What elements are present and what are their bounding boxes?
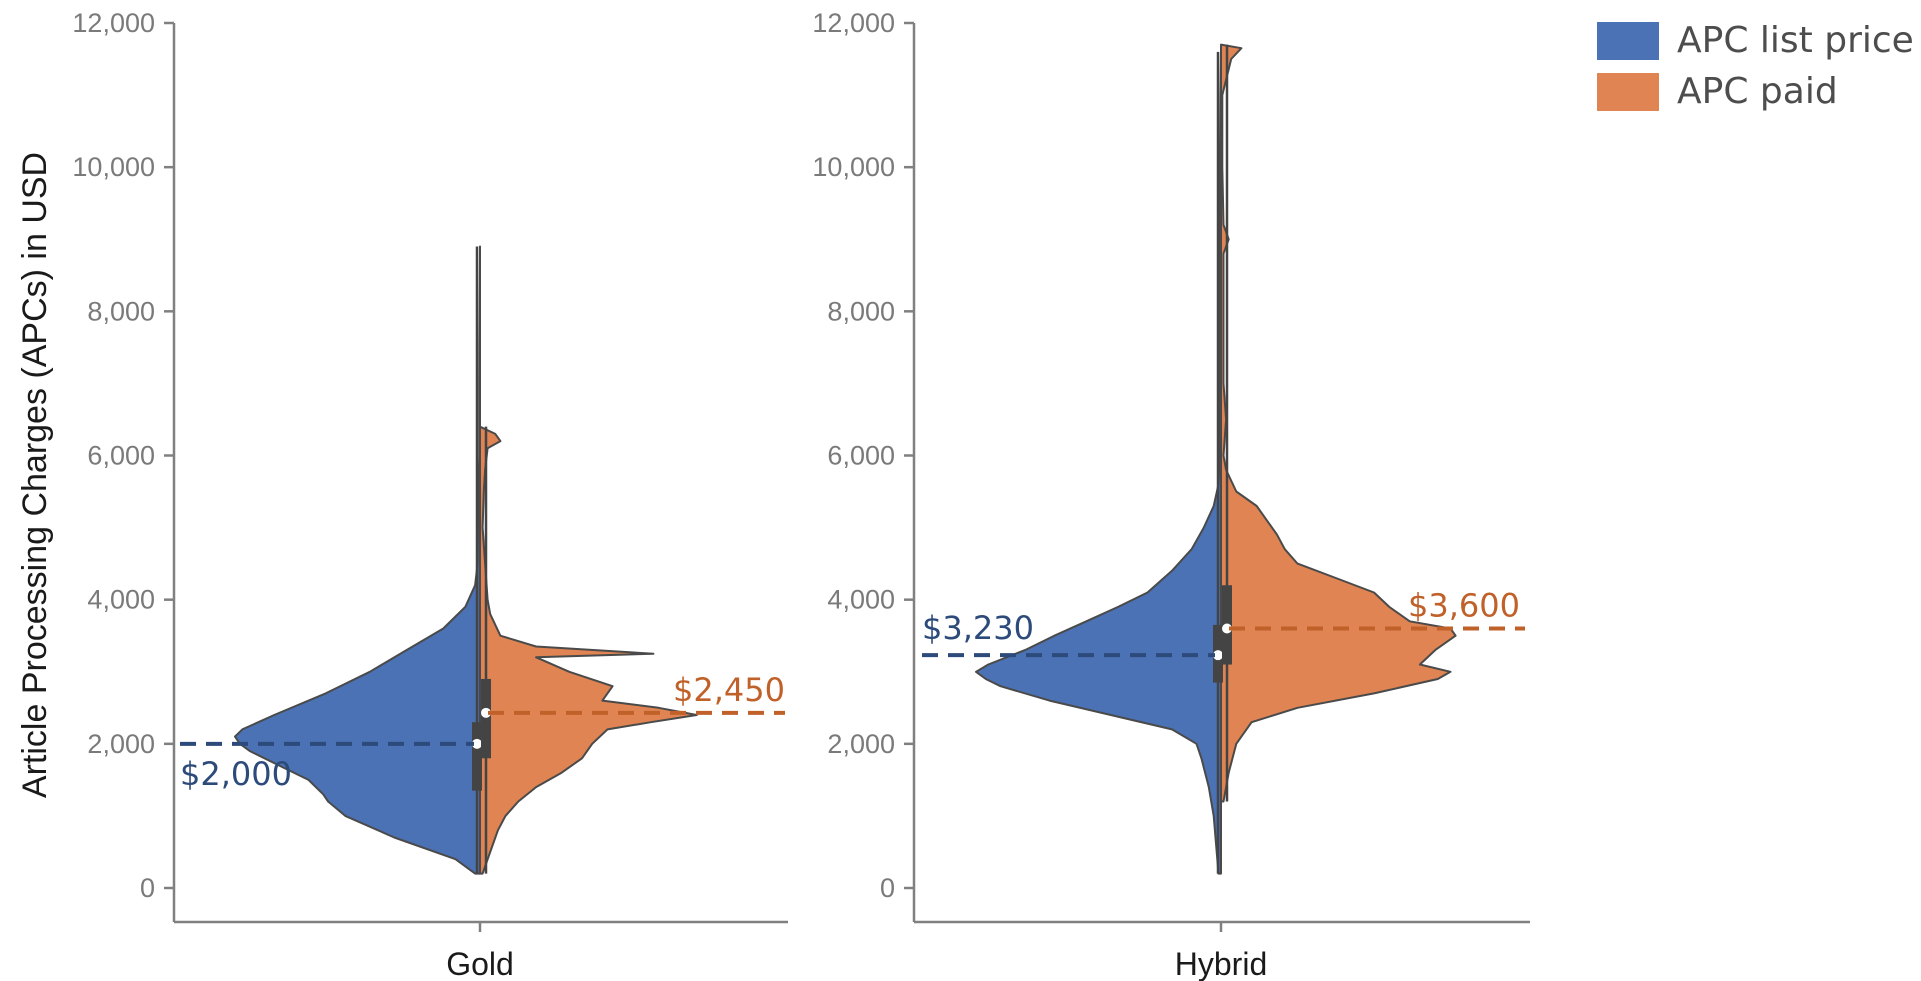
y-tick-label: 10,000 <box>812 152 895 182</box>
panel-hybrid: 0 2,000 4,000 6,000 8,000 10,000 12,000 Hybrid $… <box>812 8 1530 981</box>
y-tick-label: 8,000 <box>827 296 895 326</box>
median-label-list-price: $2,000 <box>180 755 292 793</box>
panel-gold: 0 2,000 4,000 6,000 8,000 10,000 12,000 Gold $2,… <box>72 8 788 981</box>
y-tick-label: 12,000 <box>812 8 895 38</box>
violin-list-price <box>234 245 481 875</box>
y-axis-label: Article Processing Charges (APCs) in USD <box>16 152 54 798</box>
y-tick-label: 6,000 <box>827 441 895 471</box>
y-tick-label: 6,000 <box>87 441 155 471</box>
legend-label: APC list price <box>1677 20 1914 61</box>
y-tick-label: 12,000 <box>72 8 155 38</box>
violin-paid <box>1220 43 1457 803</box>
y-tick-label: 2,000 <box>87 729 155 759</box>
y-tick-label: 2,000 <box>827 729 895 759</box>
median-label-paid: $3,600 <box>1408 587 1520 625</box>
y-tick-label: 4,000 <box>827 585 895 615</box>
y-tick-label: 0 <box>880 873 895 903</box>
list-price-median-point <box>1213 650 1223 661</box>
paid-median-point <box>481 707 491 718</box>
median-label-list-price: $3,230 <box>922 609 1034 647</box>
y-tick-label: 10,000 <box>72 152 155 182</box>
y-tick-label: 0 <box>140 873 155 903</box>
legend-swatch <box>1597 22 1659 60</box>
x-tick-label: Gold <box>446 946 514 981</box>
y-tick-label: 4,000 <box>87 585 155 615</box>
median-label-paid: $2,450 <box>673 671 785 709</box>
legend: APC list price APC paid <box>1597 20 1914 112</box>
violin-list-price <box>975 50 1222 875</box>
x-tick-label: Hybrid <box>1175 946 1267 981</box>
legend-label: APC paid <box>1677 71 1838 112</box>
y-tick-label: 8,000 <box>87 296 155 326</box>
list-price-median-point <box>472 738 482 749</box>
paid-median-point <box>1222 623 1232 634</box>
violin-paid <box>479 425 698 875</box>
legend-swatch <box>1597 73 1659 111</box>
list-price-iqr-box <box>472 722 482 791</box>
paid-iqr-box <box>481 678 491 759</box>
